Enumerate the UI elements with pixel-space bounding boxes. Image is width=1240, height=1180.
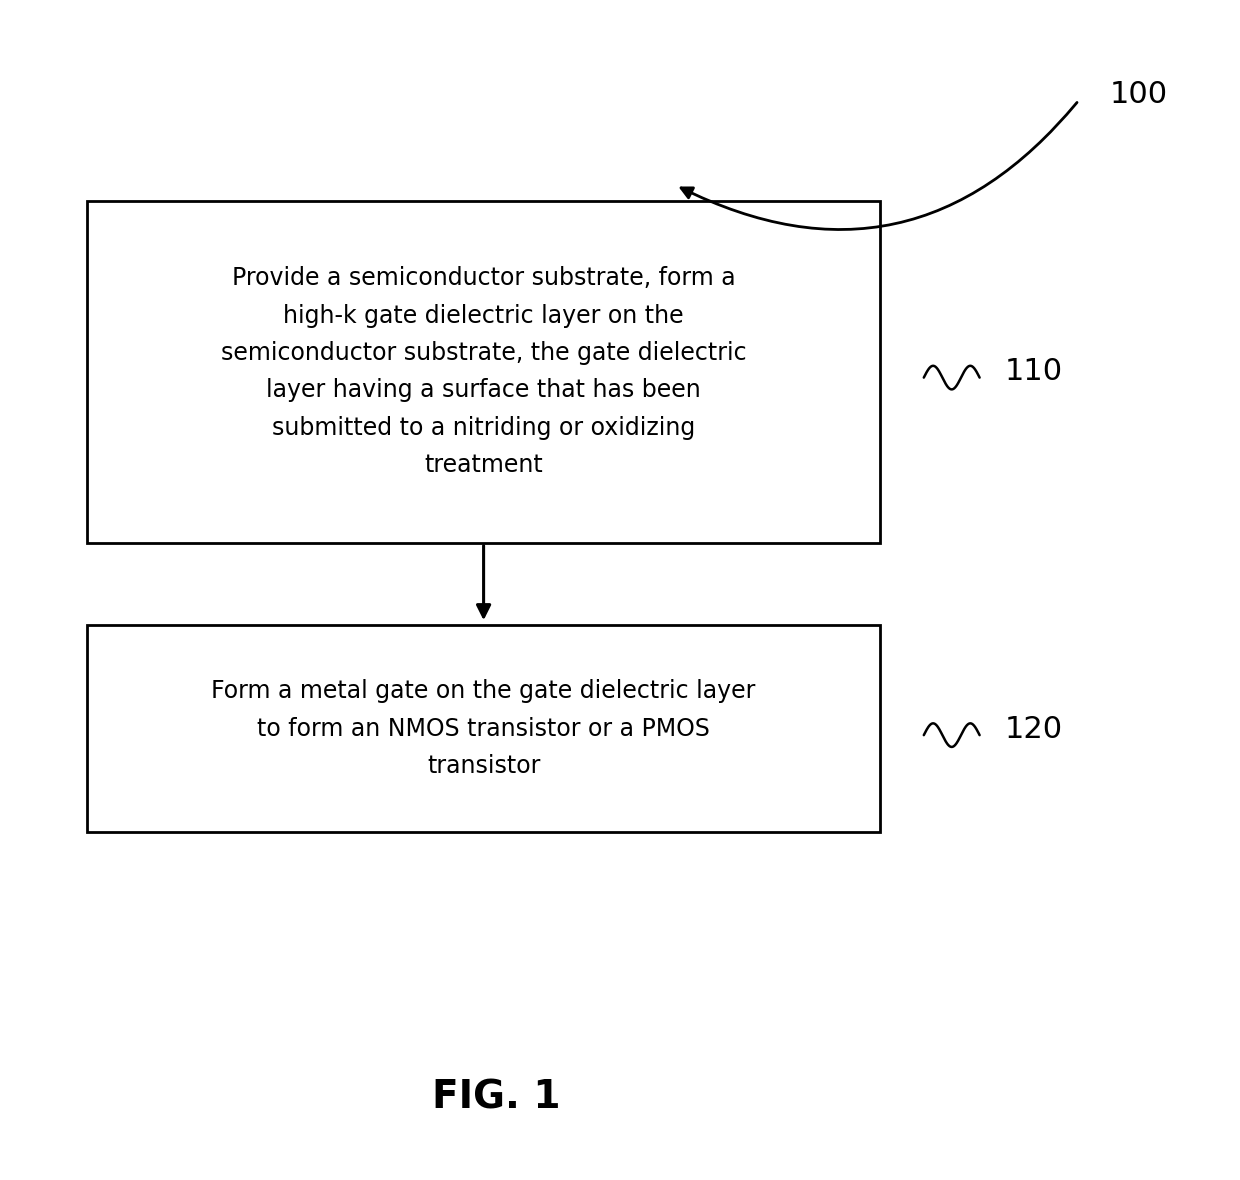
Text: 110: 110: [1004, 358, 1063, 386]
Text: 120: 120: [1004, 715, 1063, 743]
Text: 100: 100: [1110, 80, 1168, 109]
FancyBboxPatch shape: [87, 201, 880, 543]
Text: FIG. 1: FIG. 1: [432, 1079, 560, 1116]
Text: Provide a semiconductor substrate, form a
high-k gate dielectric layer on the
se: Provide a semiconductor substrate, form …: [221, 267, 746, 477]
FancyBboxPatch shape: [87, 625, 880, 832]
Text: Form a metal gate on the gate dielectric layer
to form an NMOS transistor or a P: Form a metal gate on the gate dielectric…: [211, 680, 756, 778]
